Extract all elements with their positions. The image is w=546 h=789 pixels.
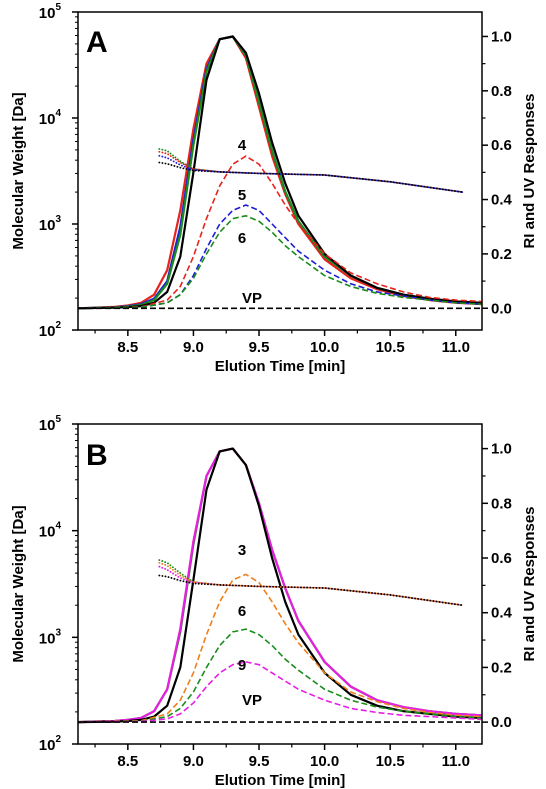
series-dashed-5	[78, 628, 482, 723]
y-right-tick-label: 0.8	[491, 83, 512, 100]
y-right-tick-label: 0.0	[491, 714, 512, 731]
panel-label: B	[86, 439, 108, 472]
series-dotted-11	[158, 574, 464, 607]
y-left-tick-label: 102	[39, 734, 62, 754]
y-left-tick-exponent: 3	[55, 627, 61, 638]
series-dashed-5	[78, 204, 482, 310]
y-right-tick-label: 0.6	[491, 137, 512, 154]
y-left-tick-label: 103	[39, 627, 62, 647]
y-right-tick-label: 0.2	[491, 659, 512, 676]
curve-label-3: 3	[238, 542, 246, 559]
x-tick-label: 8.5	[117, 753, 138, 770]
y-left-tick-exponent: 5	[55, 414, 61, 425]
curve-label-5: 5	[238, 187, 246, 204]
panel-label: A	[86, 26, 108, 59]
curve-label-vp: VP	[242, 692, 262, 709]
curve-label-6: 6	[238, 603, 246, 620]
x-tick-label: 10.0	[310, 753, 339, 770]
y-right-tick-label: 0.2	[491, 246, 512, 263]
curve-label-4: 4	[238, 137, 247, 154]
x-tick-label: 8.5	[117, 339, 138, 356]
curve-label-vp: VP	[242, 290, 262, 307]
y-left-axis-title: Molecular Weight [Da]	[10, 92, 27, 249]
y-left-tick-label: 105	[39, 2, 62, 22]
x-tick-label: 9.5	[249, 339, 270, 356]
x-tick-label: 10.0	[310, 339, 339, 356]
curve-label-6: 6	[238, 230, 246, 247]
x-tick-label: 9.0	[183, 339, 204, 356]
y-left-tick-exponent: 2	[55, 320, 61, 331]
y-right-tick-label: 0.4	[491, 605, 513, 622]
y-right-tick-label: 0.8	[491, 495, 512, 512]
x-tick-label: 9.5	[249, 753, 270, 770]
y-left-tick-exponent: 5	[55, 2, 61, 13]
y-left-tick-exponent: 2	[55, 734, 61, 745]
series-dotted-10	[158, 154, 464, 193]
y-left-axis-title: Molecular Weight [Da]	[10, 505, 27, 662]
x-tick-label: 10.5	[376, 339, 405, 356]
y-right-tick-label: 0.6	[491, 550, 512, 567]
chart-panel-b: 3 6 9 VP 8.5 9.0 9.5 10.0 10.5 11.0 102 103 104 105 0.…	[10, 414, 538, 789]
y-left-tick-exponent: 4	[55, 108, 61, 119]
x-tick-label: 10.5	[376, 753, 405, 770]
x-tick-label: 11.0	[442, 339, 470, 356]
y-left-tick-label: 105	[39, 414, 62, 434]
y-right-axis-title: RI and UV Responses	[521, 506, 538, 661]
x-tick-label: 9.0	[183, 753, 204, 770]
y-left-tick-label: 104	[39, 521, 62, 541]
y-right-tick-label: 1.0	[491, 441, 512, 458]
y-left-tick-label: 104	[39, 108, 62, 128]
series-dashed-6	[78, 215, 482, 310]
y-left-tick-exponent: 3	[55, 214, 61, 225]
curve-label-9: 9	[238, 657, 246, 674]
y-left-tick-label: 103	[39, 214, 62, 234]
plot-area	[78, 447, 482, 724]
x-axis-title: Elution Time [min]	[215, 772, 346, 789]
series-dashed-6	[78, 661, 482, 723]
chart-panel-a: 4 5 6 VP 8.5 9.0 9.5 10.0 10.5 11.0 102 103 104 105 0.…	[10, 2, 538, 375]
y-right-axis-title: RI and UV Responses	[521, 93, 538, 248]
series-solid-2	[78, 35, 482, 310]
y-right-tick-label: 0.0	[491, 300, 512, 317]
y-right-tick-label: 1.0	[491, 28, 512, 45]
series-dashed-4	[78, 573, 482, 723]
plot-frame	[77, 423, 483, 745]
plot-area	[78, 35, 482, 310]
series-dotted-11	[158, 161, 464, 193]
y-left-tick-label: 102	[39, 320, 62, 340]
x-axis-title: Elution Time [min]	[215, 358, 346, 375]
y-left-tick-exponent: 4	[55, 521, 61, 532]
plot-frame	[77, 11, 483, 331]
y-right-tick-label: 0.4	[491, 192, 513, 209]
series-solid-3	[78, 447, 482, 724]
x-tick-label: 11.0	[442, 753, 470, 770]
